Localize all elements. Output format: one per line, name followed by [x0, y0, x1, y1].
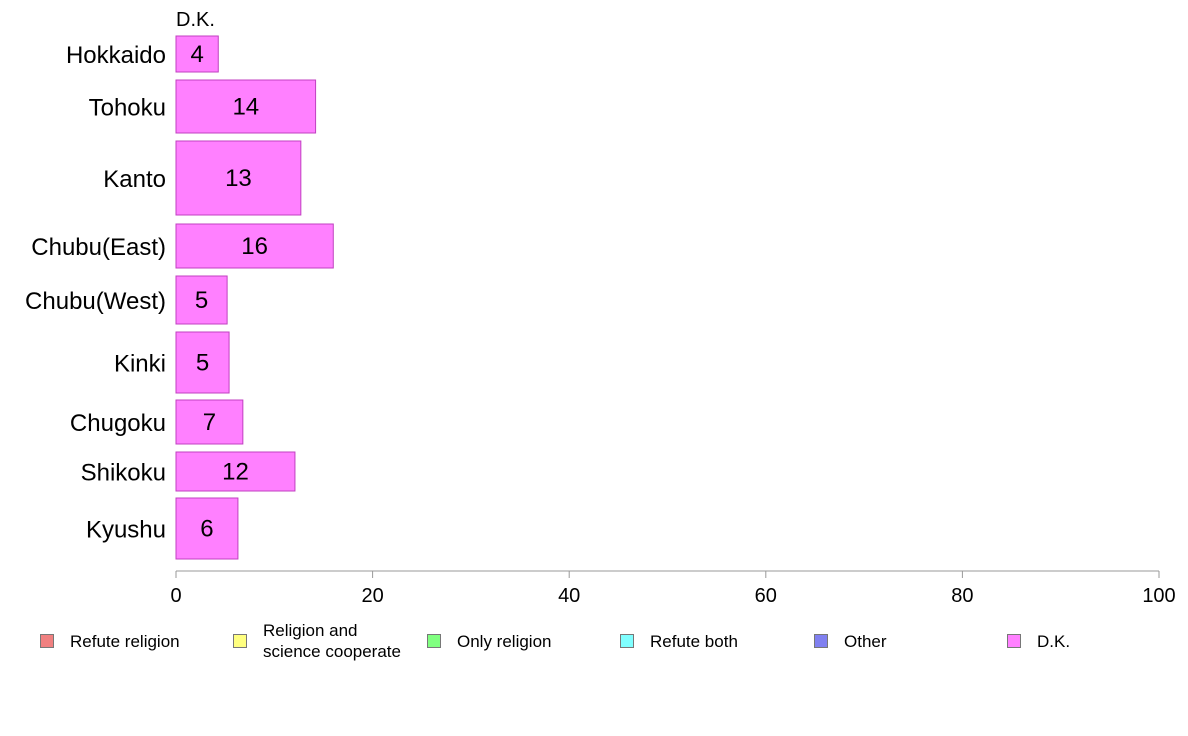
- legend-swatch: [814, 634, 828, 648]
- bar-value-label: 12: [222, 459, 249, 486]
- chart-canvas: D.K. 4 14 13 16 5 5 712 6 Hokkaido Tohoku Kanto Ch…: [25, 9, 1176, 607]
- top-series-annotation: D.K.: [176, 9, 215, 31]
- legend-label: Religion and science cooperate: [263, 621, 401, 661]
- bar-kinki-series-5: [175, 331, 230, 394]
- bar-kyushu-series-5: [175, 497, 239, 560]
- category-labels: Hokkaido Tohoku Kanto Chubu(East) Chubu(West…: [25, 42, 166, 544]
- bar-kanto-series-5: [175, 140, 302, 216]
- x-axis: 0 20 40 60 80 100: [170, 570, 1176, 607]
- category-label: Chugoku: [70, 410, 166, 437]
- x-tick-label: 20: [361, 585, 383, 607]
- bar-value-label: 5: [195, 287, 208, 314]
- x-tick-label: 0: [170, 585, 181, 607]
- bar-group: 4 14 13 16 5 5 712 6: [175, 35, 334, 560]
- legend-label: Other: [844, 631, 887, 651]
- legend-label: Refute both: [650, 631, 738, 651]
- category-label: Tohoku: [89, 95, 166, 122]
- legend-label: Only religion: [457, 631, 552, 651]
- bar-value-label: 13: [225, 165, 252, 192]
- legend-swatch: [1007, 634, 1021, 648]
- bar-value-label: 14: [232, 94, 259, 121]
- category-label: Hokkaido: [66, 42, 166, 69]
- legend-item: Refute both: [620, 620, 738, 662]
- bar-value-label: 5: [196, 350, 209, 377]
- legend-swatch: [620, 634, 634, 648]
- bar-value-label: 7: [203, 409, 216, 436]
- legend-item: Other: [814, 620, 887, 662]
- legend: Refute religion Religion and science coop…: [0, 620, 1188, 670]
- category-label: Chubu(West): [25, 288, 166, 315]
- x-tick-label: 100: [1142, 585, 1175, 607]
- category-label: Chubu(East): [31, 234, 166, 261]
- bar-value-label: 4: [190, 41, 203, 68]
- legend-item: D.K.: [1007, 620, 1070, 662]
- legend-swatch: [40, 634, 54, 648]
- legend-label: D.K.: [1037, 631, 1071, 651]
- bar-shikoku-series-5: [175, 451, 296, 492]
- bar-chubu-east--series-5: [175, 223, 334, 269]
- bar-chubu-west--series-5: [175, 275, 228, 325]
- bar-value-label: 6: [200, 516, 213, 543]
- x-tick-label: 40: [558, 585, 580, 607]
- x-tick-label: 60: [755, 585, 777, 607]
- bar-value-label: 16: [241, 233, 268, 260]
- bar-hokkaido-series-5: [175, 35, 219, 73]
- category-label: Kinki: [114, 351, 166, 378]
- x-tick-label: 80: [951, 585, 973, 607]
- legend-item: Religion and science cooperate: [233, 620, 401, 662]
- category-label: Kanto: [103, 166, 166, 193]
- legend-item: Only religion: [427, 620, 552, 662]
- legend-swatch: [233, 634, 247, 648]
- bar-chugoku-series-5: [175, 399, 244, 445]
- legend-label: Refute religion: [70, 631, 180, 651]
- category-label: Shikoku: [81, 460, 166, 487]
- category-label: Kyushu: [86, 517, 166, 544]
- legend-swatch: [427, 634, 441, 648]
- legend-item: Refute religion: [40, 620, 180, 662]
- bar-tohoku-series-5: [175, 79, 317, 134]
